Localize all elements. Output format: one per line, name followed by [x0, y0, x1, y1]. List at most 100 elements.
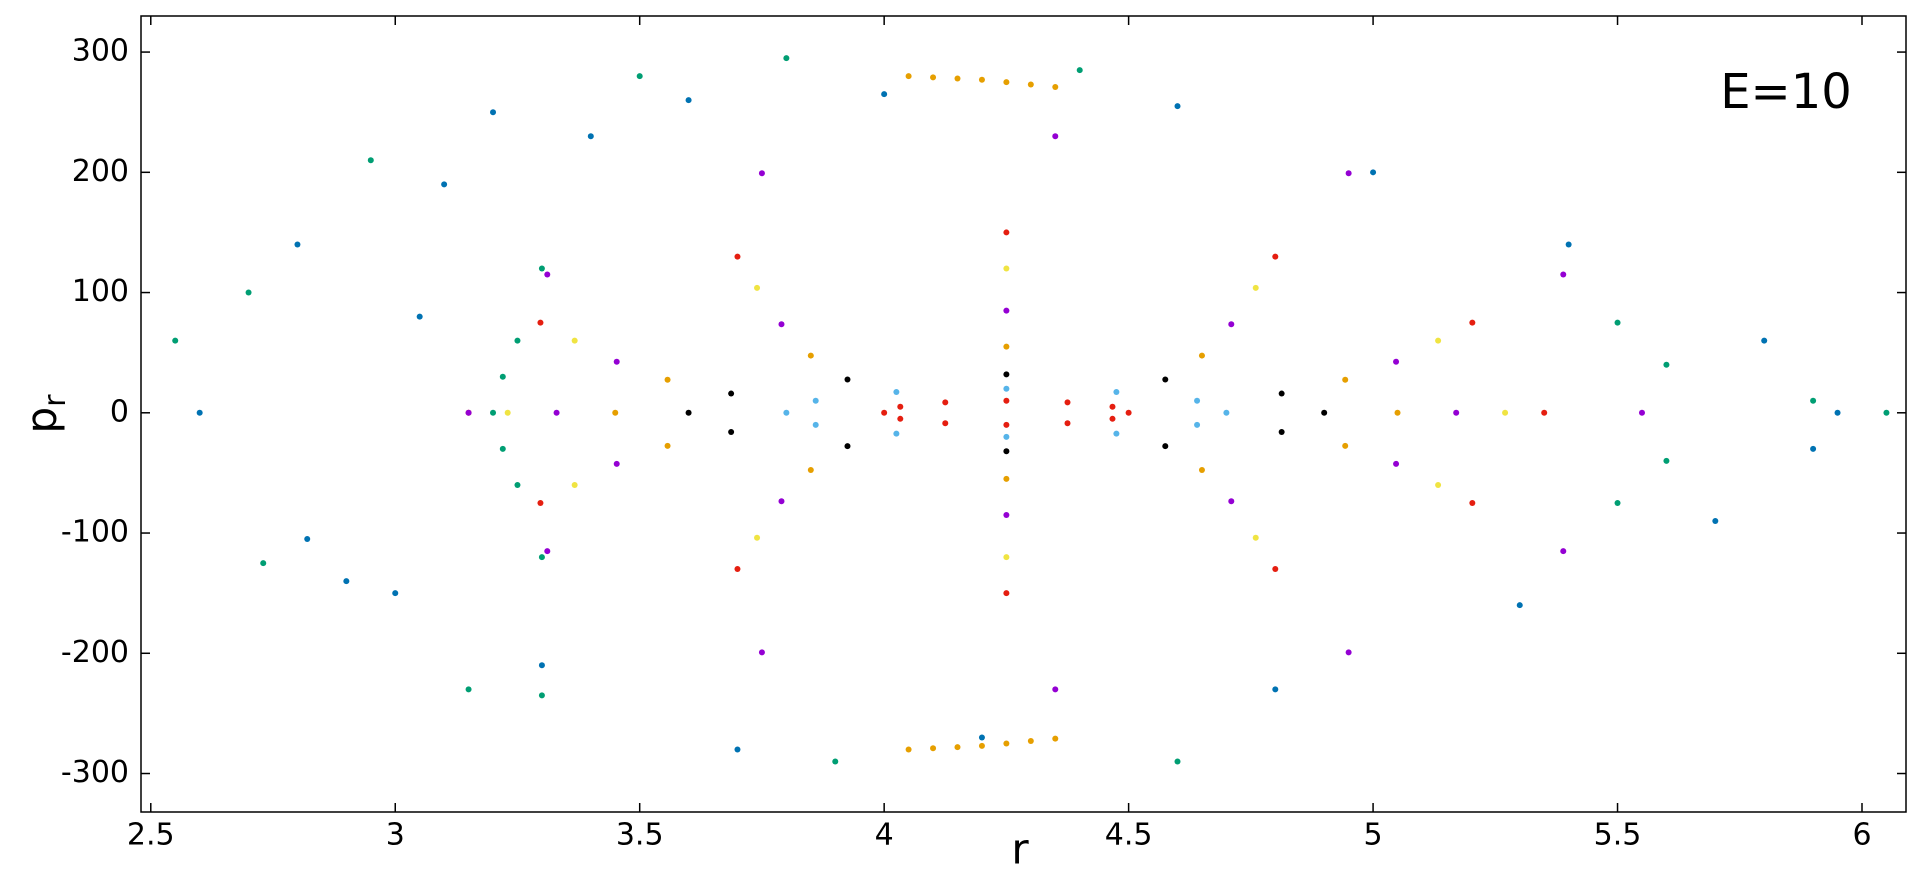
scatter-point [1321, 409, 1328, 416]
scatter-point [441, 181, 448, 188]
x-tick-label: 5.5 [1594, 818, 1642, 853]
y-tick-label: 300 [72, 34, 129, 69]
scatter-point [754, 534, 761, 541]
scatter-point [1453, 409, 1460, 416]
scatter-point [1003, 554, 1010, 561]
scatter-point [893, 388, 900, 395]
scatter-point [1614, 319, 1621, 326]
scatter-point [172, 337, 179, 344]
scatter-point [1174, 103, 1181, 110]
scatter-point [954, 75, 961, 82]
scatter-point [905, 73, 912, 80]
scatter-point [1174, 758, 1181, 765]
x-tick-label: 3 [386, 818, 405, 853]
y-tick-label: -200 [61, 635, 129, 670]
y-tick-label: 200 [72, 154, 129, 189]
y-tick-label: -100 [61, 515, 129, 550]
scatter-point [1052, 735, 1059, 742]
scatter-point [1345, 170, 1352, 177]
scatter-point [1541, 409, 1548, 416]
scatter-point [812, 397, 819, 404]
scatter-point [1342, 442, 1349, 449]
scatter-point [499, 445, 506, 452]
x-tick-label: 2.5 [127, 818, 175, 853]
scatter-point [613, 460, 620, 467]
plot-frame [140, 15, 1907, 813]
scatter-point [1761, 337, 1768, 344]
scatter-point [465, 686, 472, 693]
scatter-point [978, 76, 985, 83]
scatter-point [897, 415, 904, 422]
scatter-point [734, 746, 741, 753]
scatter-point [514, 481, 521, 488]
scatter-point [1003, 590, 1010, 597]
scatter-point [245, 289, 252, 296]
scatter-point [490, 409, 497, 416]
scatter-point [537, 499, 544, 506]
scatter-point [1370, 169, 1377, 176]
scatter-point [504, 409, 511, 416]
scatter-point [778, 321, 785, 328]
scatter-point [1052, 83, 1059, 90]
scatter-point [844, 443, 851, 450]
scatter-point [1003, 448, 1010, 455]
x-axis-label: r [1011, 825, 1029, 874]
scatter-point [343, 578, 350, 585]
scatter-point [758, 170, 765, 177]
scatter-point [1810, 445, 1817, 452]
scatter-point [196, 409, 203, 416]
scatter-point [490, 109, 497, 116]
scatter-point [1614, 499, 1621, 506]
scatter-point [942, 399, 949, 406]
scatter-point [978, 734, 985, 741]
scatter-point [1560, 271, 1567, 278]
scatter-point [1228, 321, 1235, 328]
scatter-point [1272, 686, 1279, 693]
scatter-point [1223, 409, 1230, 416]
scatter-point [367, 157, 374, 164]
scatter-point [1565, 241, 1572, 248]
scatter-point [1252, 284, 1259, 291]
scatter-point [758, 649, 765, 656]
scatter-point [1113, 430, 1120, 437]
scatter-point [1560, 548, 1567, 555]
scatter-point [544, 271, 551, 278]
scatter-point [1003, 421, 1010, 428]
scatter-point [1198, 467, 1205, 474]
y-axis-label: pr [17, 394, 73, 434]
scatter-point [664, 442, 671, 449]
scatter-point [571, 481, 578, 488]
scatter-point [1162, 443, 1169, 450]
annotation: E=10 [1720, 64, 1852, 120]
scatter-point [942, 420, 949, 427]
scatter-point [1052, 686, 1059, 693]
scatter-point [1435, 481, 1442, 488]
scatter-point [538, 662, 545, 669]
scatter-point [537, 319, 544, 326]
x-tick-label: 3.5 [616, 818, 664, 853]
scatter-point [1393, 358, 1400, 365]
scatter-point [571, 337, 578, 344]
scatter-point [1502, 409, 1509, 416]
scatter-point [812, 421, 819, 428]
x-tick-label: 4.5 [1105, 818, 1153, 853]
scatter-point [1109, 415, 1116, 422]
scatter-point [1194, 397, 1201, 404]
scatter-point [1342, 376, 1349, 383]
scatter-point [1027, 738, 1034, 745]
scatter-point [1345, 649, 1352, 656]
scatter-point [1076, 67, 1083, 74]
scatter-point [1027, 81, 1034, 88]
scatter-point [538, 692, 545, 699]
y-tick-label: 0 [110, 394, 129, 429]
scatter-point [881, 91, 888, 98]
scatter-point [844, 376, 851, 383]
scatter-point [1003, 343, 1010, 350]
scatter-point [897, 403, 904, 410]
scatter-point [544, 548, 551, 555]
scatter-point [1834, 409, 1841, 416]
y-axis-label-sub: r [38, 394, 73, 407]
scatter-point [553, 409, 560, 416]
